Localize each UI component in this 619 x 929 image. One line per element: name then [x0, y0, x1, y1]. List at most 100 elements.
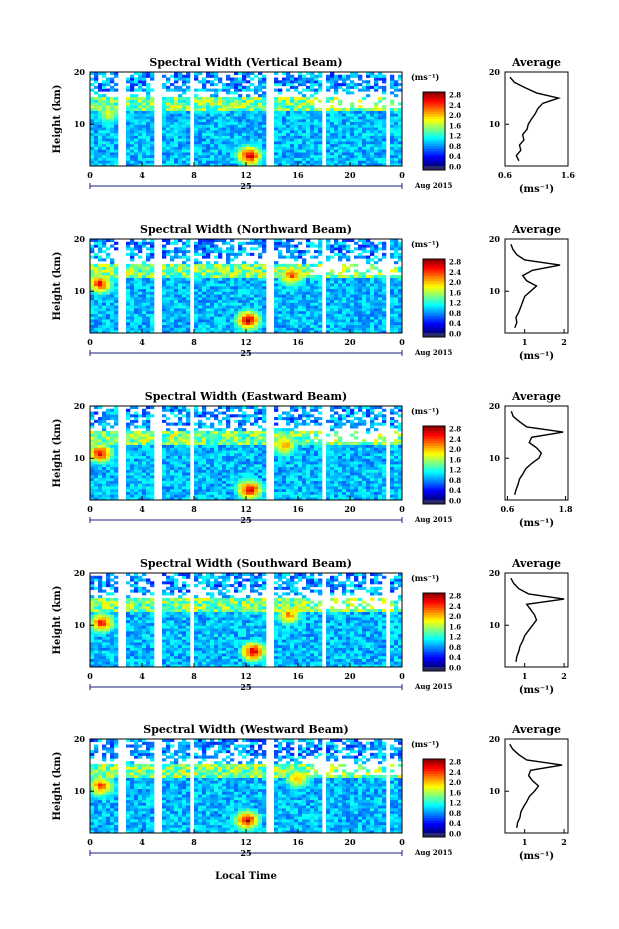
heatmap-cell	[198, 88, 203, 92]
heatmap-cell	[382, 121, 387, 125]
heatmap-cell	[250, 135, 255, 139]
heatmap-cell	[342, 297, 347, 301]
heatmap-cell	[282, 99, 287, 103]
heatmap-cell	[126, 286, 131, 290]
heatmap-cell	[106, 436, 111, 440]
heatmap-cell	[174, 286, 179, 290]
heatmap-cell	[318, 319, 323, 323]
heatmap-cell	[218, 250, 223, 254]
heatmap-cell	[102, 277, 107, 281]
heatmap-cell	[210, 310, 215, 314]
heatmap-cell	[162, 419, 167, 423]
colorbar-segment	[423, 259, 445, 262]
heatmap-cell	[210, 94, 215, 98]
heatmap-cell	[250, 160, 255, 164]
heatmap-cell	[274, 272, 279, 276]
heatmap-cell	[234, 288, 239, 292]
heatmap-cell	[162, 272, 167, 276]
heatmap-cell	[318, 286, 323, 290]
heatmap-cell	[126, 146, 131, 150]
heatmap-cell	[370, 241, 375, 245]
heatmap-cell	[334, 330, 339, 334]
heatmap-cell	[298, 102, 303, 106]
heatmap-cell	[350, 319, 355, 323]
heatmap-cell	[94, 406, 99, 410]
heatmap-cell	[142, 310, 147, 314]
heatmap-cell	[246, 119, 251, 123]
heatmap-cell	[202, 305, 207, 309]
heatmap-cell	[374, 297, 379, 301]
heatmap-cell	[326, 132, 331, 136]
heatmap-cell	[162, 244, 167, 248]
heatmap-cell	[226, 280, 231, 284]
heatmap-cell	[298, 280, 303, 284]
heatmap-cell	[330, 110, 335, 114]
heatmap-cell	[366, 286, 371, 290]
heatmap-cell	[238, 241, 243, 245]
heatmap-cell	[338, 143, 343, 147]
heatmap-cell	[358, 310, 363, 314]
heatmap-cell	[214, 83, 219, 87]
heatmap-cell	[250, 105, 255, 109]
heatmap-cell	[262, 313, 267, 317]
heatmap-cell	[106, 119, 111, 123]
heatmap-cell	[206, 308, 211, 312]
heatmap-cell	[146, 486, 151, 490]
heatmap-cell	[134, 430, 139, 434]
heatmap-cell	[274, 241, 279, 245]
colorbar-tick-label: 2.8	[449, 91, 461, 100]
heatmap-cell	[150, 488, 155, 492]
heatmap-cell	[374, 119, 379, 123]
heatmap-cell	[250, 113, 255, 117]
heatmap-cell	[102, 269, 107, 273]
heatmap-cell	[262, 263, 267, 267]
heatmap-cell	[94, 91, 99, 95]
heatmap-cell	[102, 308, 107, 312]
heatmap-cell	[278, 294, 283, 298]
heatmap-cell	[206, 157, 211, 161]
heatmap-cell	[334, 283, 339, 287]
heatmap-cell	[138, 313, 143, 317]
heatmap-cell	[302, 160, 307, 164]
heatmap-cell	[90, 110, 95, 114]
heatmap-cell	[306, 72, 311, 76]
heatmap-cell	[94, 239, 99, 243]
heatmap-cell	[378, 149, 383, 153]
heatmap-cell	[230, 252, 235, 256]
heatmap-cell	[222, 294, 227, 298]
heatmap-cell	[182, 277, 187, 281]
heatmap-cell	[362, 80, 367, 84]
heatmap-cell	[98, 455, 103, 459]
heatmap-cell	[234, 113, 239, 117]
heatmap-cell	[242, 121, 247, 125]
heatmap-cell	[218, 116, 223, 120]
heatmap-cell	[314, 321, 319, 325]
heatmap-cell	[362, 286, 367, 290]
heatmap-cell	[166, 283, 171, 287]
heatmap-cell	[186, 324, 191, 328]
heatmap-cell	[290, 135, 295, 139]
heatmap-cell	[162, 102, 167, 106]
heatmap-cell	[238, 132, 243, 136]
heatmap-cell	[354, 291, 359, 295]
heatmap-cell	[166, 408, 171, 412]
heatmap-cell	[126, 414, 131, 418]
heatmap-cell	[130, 319, 135, 323]
heatmap-cell	[130, 436, 135, 440]
heatmap-cell	[142, 497, 147, 501]
heatmap-cell	[174, 302, 179, 306]
heatmap-cell	[126, 85, 131, 89]
heatmap-cell	[354, 286, 359, 290]
heatmap-cell	[94, 319, 99, 323]
heatmap-cell	[318, 330, 323, 334]
heatmap-cell	[282, 152, 287, 156]
heatmap-cell	[382, 146, 387, 150]
heatmap-cell	[202, 477, 207, 481]
heatmap-cell	[214, 135, 219, 139]
heatmap-cell	[126, 425, 131, 429]
heatmap-cell	[362, 116, 367, 120]
heatmap-cell	[310, 105, 315, 109]
heatmap-cell	[250, 154, 255, 158]
heatmap-cell	[134, 266, 139, 270]
heatmap-cell	[398, 121, 403, 125]
